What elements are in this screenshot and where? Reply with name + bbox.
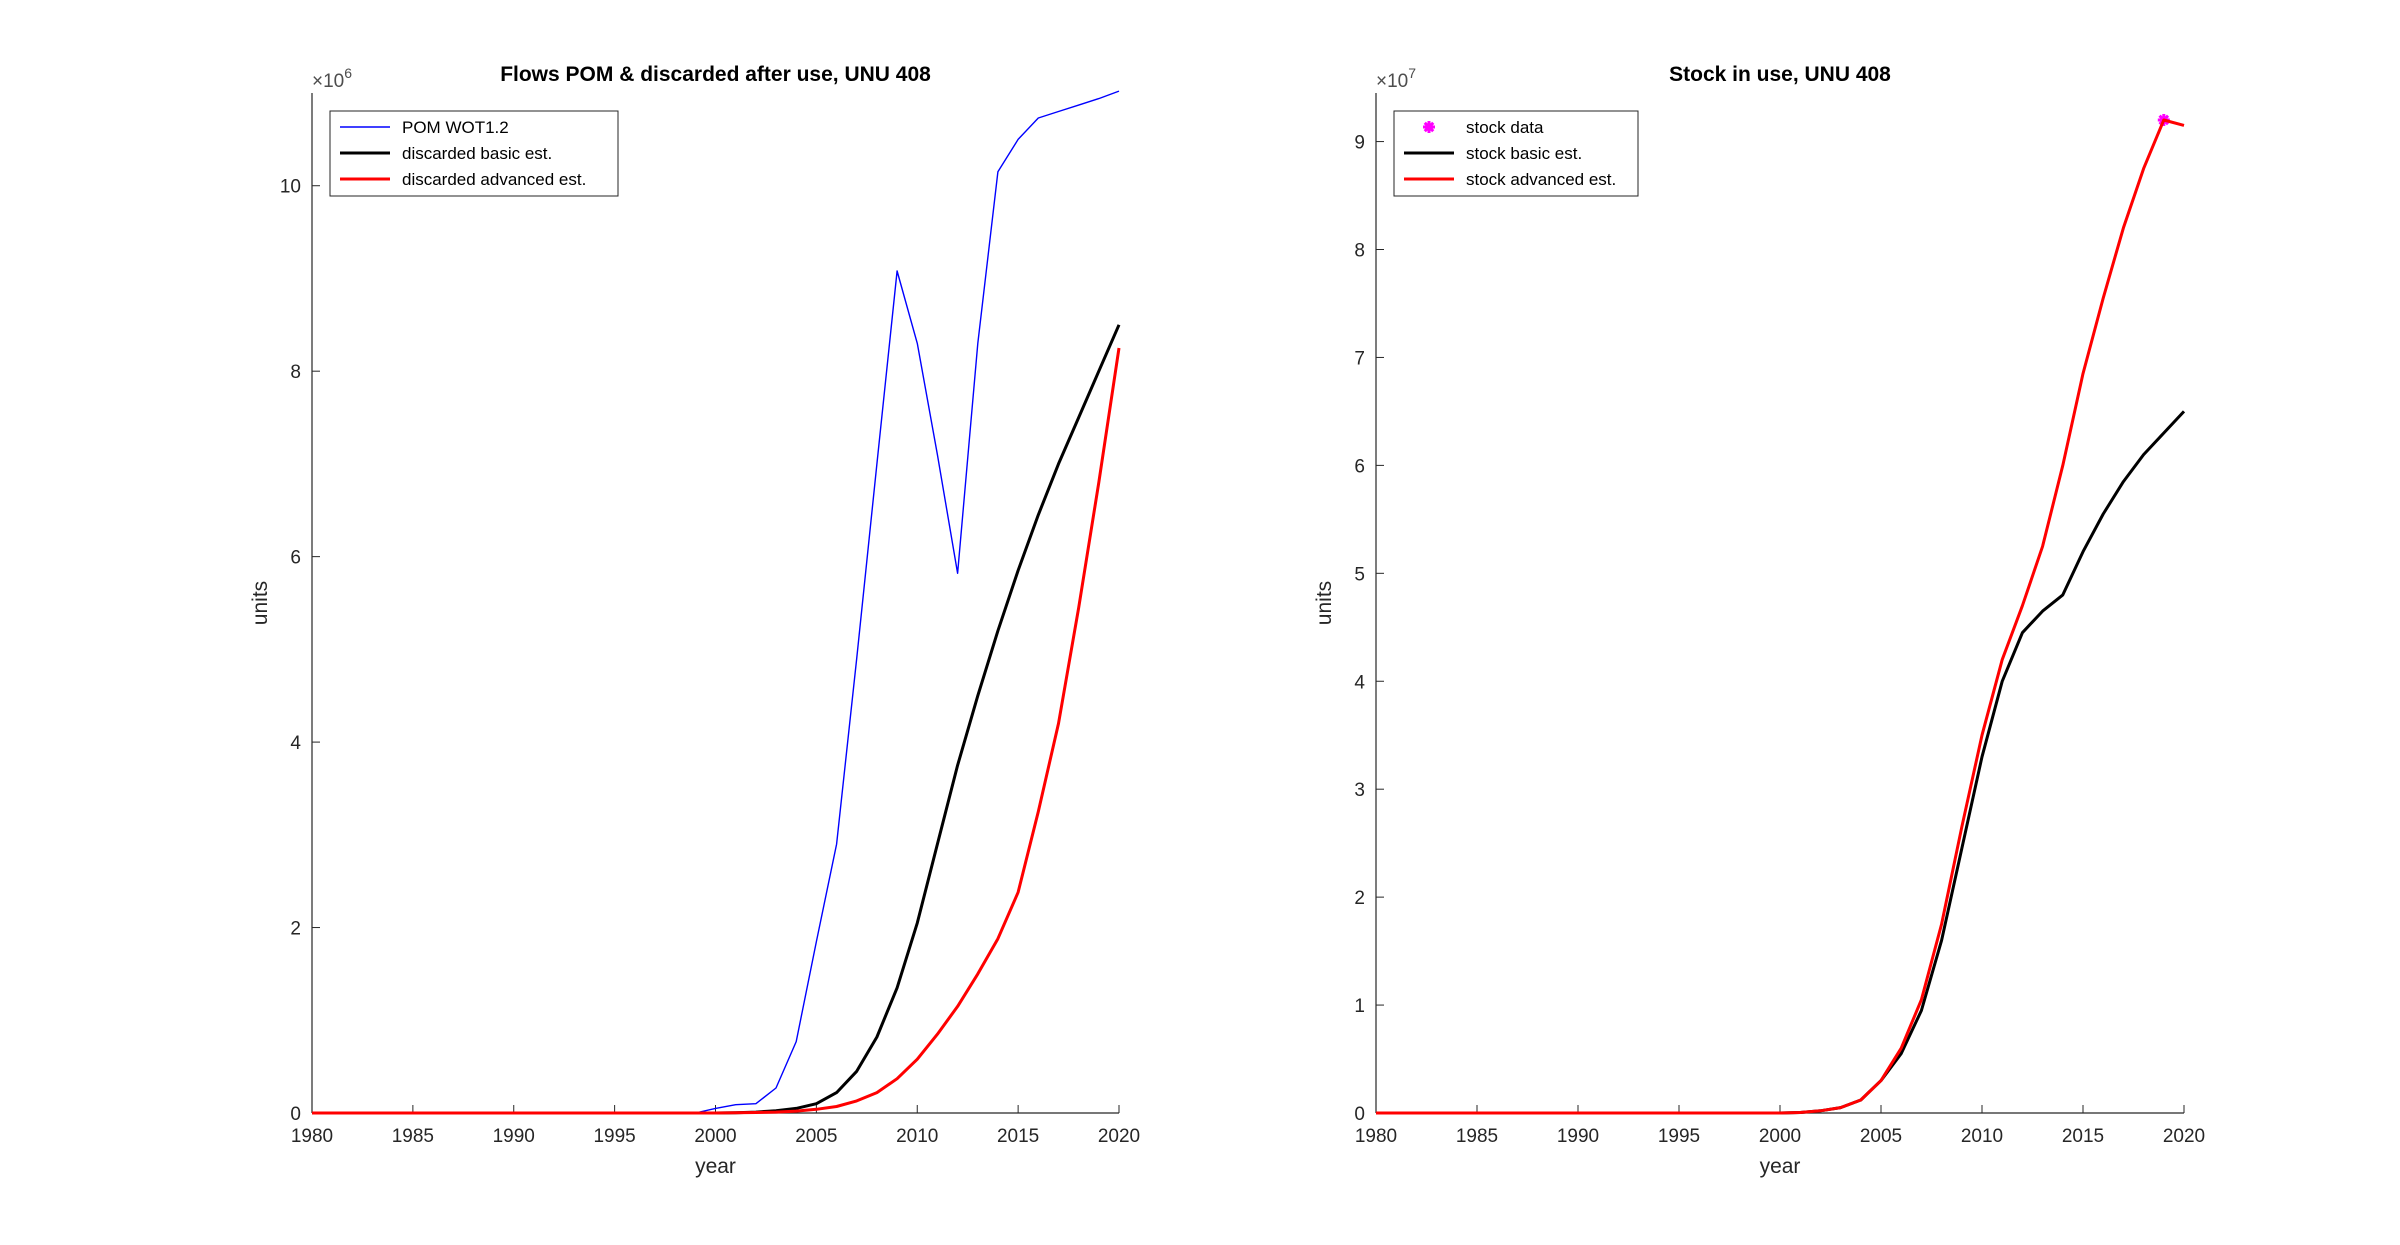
y-tick-label: 3	[1354, 780, 1365, 801]
legend-label: stock basic est.	[1466, 144, 1582, 163]
y-tick-label: 4	[290, 733, 301, 754]
y-tick-label: 2	[1354, 888, 1365, 909]
x-tick-label: 1980	[1355, 1126, 1397, 1147]
x-tick-label: 1990	[493, 1126, 535, 1147]
x-tick-label: 1980	[291, 1126, 333, 1147]
y-tick-label: 0	[290, 1104, 301, 1125]
y-tick-label: 1	[1354, 996, 1365, 1017]
legend-marker	[1423, 121, 1435, 133]
y-tick-label: 10	[280, 177, 301, 198]
x-tick-label: 2000	[694, 1126, 736, 1147]
x-tick-label: 2015	[2062, 1126, 2104, 1147]
x-tick-label: 1995	[1658, 1126, 1700, 1147]
y-exponent-label: ×106	[312, 65, 352, 92]
y-tick-label: 6	[290, 548, 301, 569]
y-tick-label: 6	[1354, 456, 1365, 477]
x-tick-label: 1985	[392, 1126, 434, 1147]
series-line-2	[312, 324, 1121, 1115]
series-line-1	[312, 90, 1120, 1114]
y-tick-label: 8	[1354, 241, 1365, 262]
y-tick-label: 0	[1354, 1104, 1365, 1125]
x-tick-label: 2010	[1961, 1126, 2003, 1147]
y-axis-label: units	[1313, 581, 1336, 625]
x-tick-label: 2010	[896, 1126, 938, 1147]
chart-title: Flows POM & discarded after use, UNU 408	[500, 63, 931, 86]
legend-label: POM WOT1.2	[402, 118, 509, 137]
y-tick-label: 7	[1354, 348, 1365, 369]
legend: POM WOT1.2 discarded basic est. discarded …	[329, 110, 619, 197]
x-tick-label: 2015	[997, 1126, 1039, 1147]
x-axis-label: year	[695, 1155, 736, 1178]
x-tick-label: 1985	[1456, 1126, 1498, 1147]
legend-label: discarded advanced est.	[402, 170, 586, 189]
x-tick-label: 2005	[795, 1126, 837, 1147]
legend: stock data stock basic est. stock advanced…	[1393, 110, 1639, 197]
y-tick-label: 8	[290, 362, 301, 383]
legend-label: discarded basic est.	[402, 144, 552, 163]
chart-panel-1: 1980 1985 1990 1995 2000 2005 2010 2015 2020 0 2 4 6…	[249, 63, 1140, 1178]
chart-panel-2: 1980 1985 1990 1995 2000 2005 2010 2015 2020 0 1 2 3…	[1313, 63, 2205, 1178]
x-tick-label: 2020	[1098, 1126, 1140, 1147]
y-tick-label: 5	[1354, 564, 1365, 585]
y-exponent-label: ×107	[1376, 65, 1416, 92]
series-line-2	[1376, 410, 2186, 1115]
legend-label: stock data	[1466, 118, 1544, 137]
chart-title: Stock in use, UNU 408	[1669, 63, 1891, 86]
x-tick-label: 2020	[2163, 1126, 2205, 1147]
y-tick-label: 2	[290, 919, 301, 940]
x-tick-label: 2005	[1860, 1126, 1902, 1147]
y-tick-label: 4	[1354, 672, 1365, 693]
legend-label: stock advanced est.	[1466, 170, 1616, 189]
x-tick-label: 1990	[1557, 1126, 1599, 1147]
x-tick-label: 1995	[593, 1126, 635, 1147]
x-tick-label: 2000	[1759, 1126, 1801, 1147]
y-tick-label: 9	[1354, 133, 1365, 154]
y-axis-label: units	[249, 581, 272, 625]
series-line-3	[1376, 118, 2185, 1115]
x-axis-label: year	[1760, 1155, 1801, 1178]
series-line-3	[312, 347, 1121, 1115]
